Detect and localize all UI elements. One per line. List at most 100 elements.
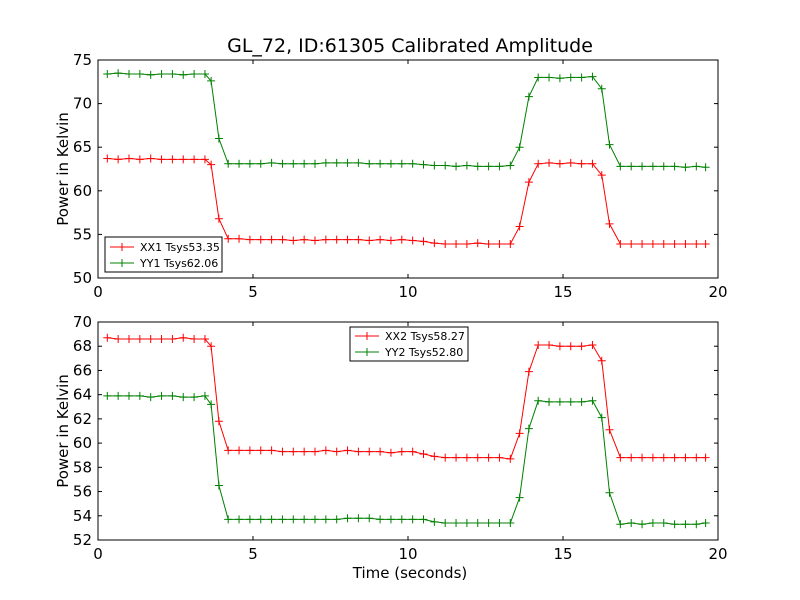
bottom-y-tick-label: 60 [73,434,92,452]
bottom-legend-box [349,326,469,362]
top-data-point [495,239,504,248]
bottom-data-point [267,446,276,455]
bottom-y-tick-label: 70 [73,313,92,331]
top-data-point [397,159,406,168]
bottom-data-point [701,519,710,528]
top-data-point [515,143,524,152]
top-y-tick-label: 60 [73,182,92,200]
top-subplot: 0 5 10 15 20 50 55 60 65 70 75 Power in Kelvin XX1… [54,51,728,301]
bottom-data-point [214,417,223,426]
bottom-data-point [235,446,244,455]
bottom-data-point [616,453,625,462]
bottom-legend-marker-yy2 [363,348,371,356]
bottom-data-point [419,450,428,459]
top-data-point [566,73,575,82]
top-data-point [125,69,133,78]
top-data-point [321,235,330,244]
top-data-point [245,235,254,244]
top-series-line-1 [107,72,706,168]
top-data-point [495,162,504,171]
top-plot-lines [103,69,710,248]
bottom-data-point [506,454,515,463]
top-data-point [235,159,244,168]
bottom-data-point [534,396,543,405]
bottom-data-point [616,520,625,529]
top-data-point [484,239,493,248]
top-data-point [545,73,554,82]
bottom-data-point [125,334,133,343]
top-data-point [462,239,471,248]
top-data-point [408,236,417,245]
bottom-data-point [597,356,606,365]
bottom-data-point [659,519,668,528]
top-data-point [190,155,199,164]
top-data-point [597,171,606,180]
top-data-point [207,160,216,169]
top-data-point [588,159,597,168]
bottom-data-point [300,515,309,524]
top-data-point [534,159,543,168]
bottom-y-tick-label: 56 [73,483,92,501]
top-legend-box [104,236,223,273]
bottom-data-point [179,333,188,342]
top-data-point [168,69,177,78]
bottom-data-point [278,515,287,524]
top-data-point [311,159,319,168]
top-data-point [146,70,155,79]
top-data-point [441,161,450,170]
bottom-legend-label-xx2: XX2 Tsys58.27 [385,330,465,343]
top-data-point [473,162,482,171]
bottom-data-point [627,519,636,528]
top-data-point [207,76,216,85]
bottom-data-point [648,453,657,462]
bottom-data-point [701,453,710,462]
bottom-data-point [300,447,309,456]
bottom-data-point [114,334,123,343]
top-data-point [638,239,647,248]
bottom-data-point [157,334,166,343]
top-data-point [681,163,690,172]
top-data-point [376,235,385,244]
bottom-y-tick-label: 64 [73,386,92,404]
bottom-legend-label-yy2: YY2 Tsys52.80 [384,346,463,359]
bottom-data-point [670,453,679,462]
top-data-point [343,158,352,167]
top-data-point [692,239,701,248]
top-legend-label-xx1: XX1 Tsys53.35 [140,241,220,254]
bottom-x-tick-label: 20 [708,545,727,563]
bottom-plot-lines [103,333,710,529]
bottom-data-point [157,391,166,400]
bottom-data-point [207,342,216,351]
bottom-data-point [473,453,482,462]
top-data-point [235,234,244,243]
bottom-data-point [224,515,233,524]
bottom-data-point [452,453,461,462]
bottom-data-point [534,341,543,350]
bottom-data-point [168,334,177,343]
figure-title: GL_72, ID:61305 Calibrated Amplitude [227,35,593,57]
bottom-data-point [605,488,614,497]
bottom-data-point [245,446,254,455]
bottom-data-point [462,519,471,528]
top-data-point [701,239,710,248]
bottom-legend: XX2 Tsys58.27 YY2 Tsys52.80 [349,326,469,362]
top-data-point [506,239,515,248]
top-data-point [659,162,668,171]
bottom-data-point [506,519,515,528]
bottom-data-point [577,397,586,406]
bottom-data-point [441,519,450,528]
bottom-data-point [545,397,554,406]
top-data-point [157,69,166,78]
bottom-data-point [386,448,395,457]
bottom-data-point [692,453,701,462]
bottom-data-point [692,520,701,529]
bottom-data-point [125,391,133,400]
bottom-data-point [135,391,144,400]
top-data-point [289,236,298,245]
bottom-data-point [321,446,330,455]
bottom-data-point [146,334,155,343]
bottom-data-point [681,453,690,462]
bottom-data-point [267,515,276,524]
bottom-data-point [484,453,493,462]
